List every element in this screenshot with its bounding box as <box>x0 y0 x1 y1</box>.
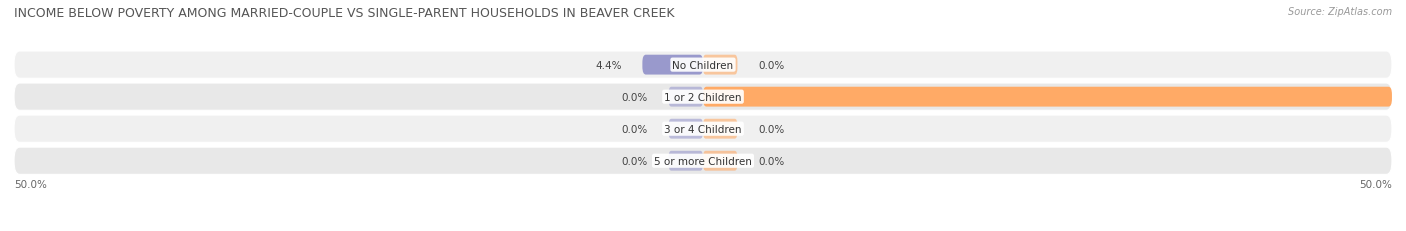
FancyBboxPatch shape <box>14 52 1392 79</box>
Text: 5 or more Children: 5 or more Children <box>654 156 752 166</box>
FancyBboxPatch shape <box>669 151 703 171</box>
FancyBboxPatch shape <box>643 55 703 75</box>
Text: 1 or 2 Children: 1 or 2 Children <box>664 92 742 102</box>
Text: 50.0%: 50.0% <box>14 179 46 189</box>
Text: 3 or 4 Children: 3 or 4 Children <box>664 124 742 134</box>
Text: No Children: No Children <box>672 60 734 70</box>
FancyBboxPatch shape <box>703 119 738 139</box>
FancyBboxPatch shape <box>703 55 738 75</box>
Text: 50.0%: 50.0% <box>1360 179 1392 189</box>
FancyBboxPatch shape <box>14 84 1392 111</box>
FancyBboxPatch shape <box>14 116 1392 143</box>
FancyBboxPatch shape <box>703 151 738 171</box>
Text: 0.0%: 0.0% <box>621 92 648 102</box>
Text: Source: ZipAtlas.com: Source: ZipAtlas.com <box>1288 7 1392 17</box>
FancyBboxPatch shape <box>703 87 1392 107</box>
Text: 0.0%: 0.0% <box>621 124 648 134</box>
FancyBboxPatch shape <box>669 119 703 139</box>
Text: 0.0%: 0.0% <box>758 156 785 166</box>
Text: 0.0%: 0.0% <box>758 60 785 70</box>
Text: INCOME BELOW POVERTY AMONG MARRIED-COUPLE VS SINGLE-PARENT HOUSEHOLDS IN BEAVER : INCOME BELOW POVERTY AMONG MARRIED-COUPL… <box>14 7 675 20</box>
Text: 0.0%: 0.0% <box>621 156 648 166</box>
Text: 0.0%: 0.0% <box>758 124 785 134</box>
Text: 4.4%: 4.4% <box>595 60 621 70</box>
FancyBboxPatch shape <box>669 87 703 107</box>
FancyBboxPatch shape <box>14 147 1392 175</box>
